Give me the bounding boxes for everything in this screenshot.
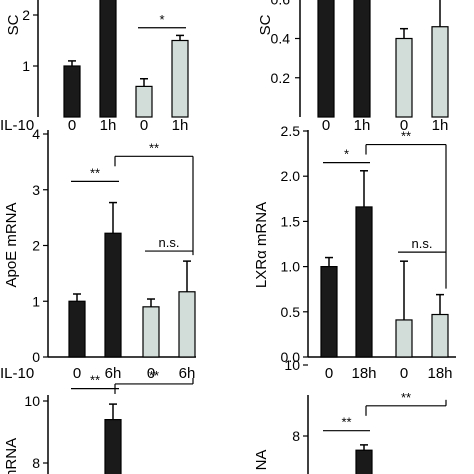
chart-panel-4: 8 10 mRNA ** ** (3, 368, 194, 474)
y-axis-label: SC (5, 14, 22, 35)
significance-label: ** (149, 140, 159, 155)
y-tick-label: 1 (32, 293, 40, 309)
significance-label: * (344, 147, 349, 162)
y-tick-label: 2.5 (281, 123, 301, 139)
y-tick-label: 4 (32, 126, 40, 142)
category-label: 0 (140, 117, 148, 134)
y-tick-label: 1.0 (281, 259, 301, 275)
y-tick-label: 0.0 (281, 349, 301, 365)
chart-panel-2: 0 1 2 3 4 ApoE mRNA 0 6h 0 6h IL-10 ** ** n.s. (0, 126, 196, 382)
y-tick-label: 10 (24, 393, 40, 409)
y-tick-label: 10 (284, 357, 300, 373)
y-axis-label: LXRα mRNA (253, 202, 270, 288)
significance-label: ** (90, 165, 100, 180)
bar (431, 26, 449, 118)
bar (320, 266, 338, 358)
bar (395, 37, 413, 118)
category-label: 0 (147, 365, 155, 382)
bar (171, 39, 189, 118)
bar (355, 449, 373, 474)
category-label: 1h (100, 117, 117, 134)
y-tick-label: 8 (32, 455, 40, 471)
condition-label: IL-10 (0, 117, 34, 134)
bar (99, 0, 117, 118)
significance-label: ** (401, 390, 411, 405)
y-tick-label: 2 (32, 238, 40, 254)
category-label: 6h (179, 365, 196, 382)
y-axis-label: SC (257, 14, 274, 35)
y-tick-label: 3 (32, 182, 40, 198)
y-tick-label: 0.4 (271, 31, 291, 47)
category-label: 0 (400, 365, 408, 382)
y-tick-label: 1.5 (281, 213, 301, 229)
chart-panel-1: 0.20.40.6SC01h01hn.s. (257, 0, 449, 134)
significance-label: * (159, 12, 164, 27)
bar (355, 206, 373, 358)
bar (104, 419, 122, 474)
category-label: 1h (354, 117, 371, 134)
category-label: 18h (351, 365, 376, 382)
category-label: 1h (432, 117, 449, 134)
category-label: 0 (322, 117, 330, 134)
category-label: 1h (172, 117, 189, 134)
chart-panel-5: 8 10 NA ** ** (253, 357, 447, 474)
bar (135, 85, 153, 118)
bar (178, 291, 196, 358)
significance-label: ** (401, 129, 411, 144)
chart-panel-0: 1 2SC 0 1h 0 1h IL-10 * (0, 0, 189, 134)
y-axis-label: mRNA (3, 438, 20, 474)
bar (431, 313, 449, 358)
significance-label: ** (341, 415, 351, 430)
y-tick-label: 2 (22, 7, 30, 23)
bar (142, 306, 160, 358)
bar (353, 0, 371, 118)
significance-label: n.s. (412, 236, 433, 251)
category-label: 0 (400, 117, 408, 134)
bar (317, 0, 335, 118)
significance-label: n.s. (159, 235, 180, 250)
y-tick-label: 0.2 (271, 70, 291, 86)
significance-label: ** (149, 368, 159, 383)
category-label: 18h (427, 365, 452, 382)
category-label: 0 (325, 365, 333, 382)
y-axis-label: ApoE mRNA (3, 202, 20, 287)
category-label: 0 (73, 365, 81, 382)
bar (68, 300, 86, 358)
y-tick-label: 0.5 (281, 304, 301, 320)
y-tick-label: 2.0 (281, 168, 301, 184)
bar (395, 319, 413, 358)
significance-label: ** (90, 373, 100, 388)
bar (104, 232, 122, 358)
y-tick-label: 8 (292, 428, 300, 444)
y-axis-label: NA (253, 450, 270, 471)
bar (63, 65, 81, 118)
category-label: 0 (68, 117, 76, 134)
y-tick-label: 1 (22, 58, 30, 74)
y-tick-label: 0.6 (271, 0, 291, 7)
category-label: 6h (105, 365, 122, 382)
condition-label: IL-10 (0, 365, 34, 382)
y-tick-label: 0 (32, 349, 40, 365)
